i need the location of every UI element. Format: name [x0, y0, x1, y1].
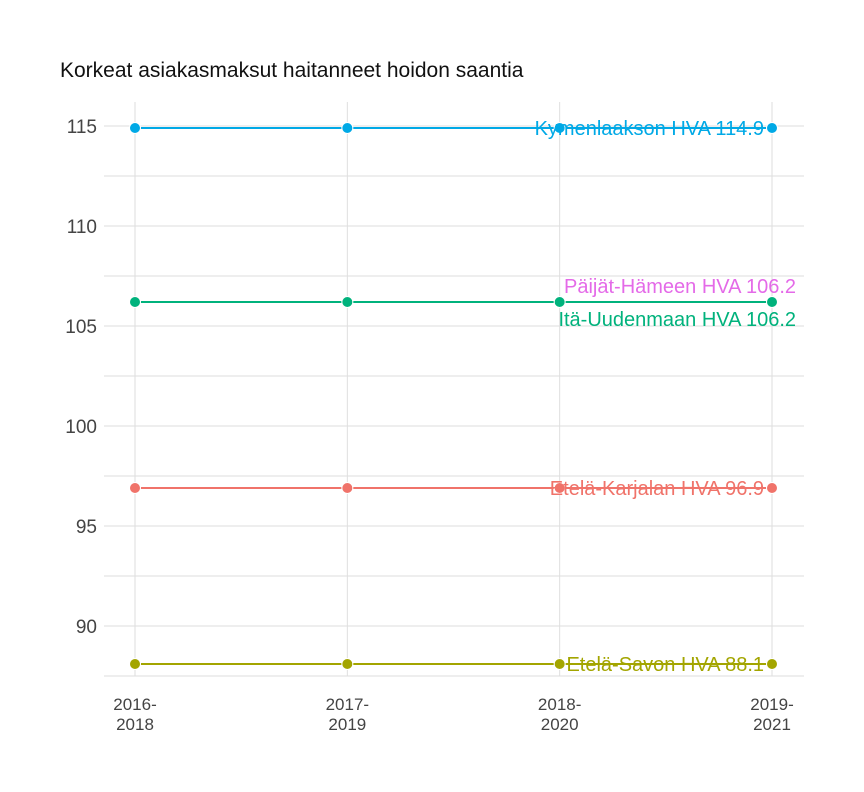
y-tick-label: 115 — [67, 117, 97, 138]
x-tick-label: 2016-2018 — [113, 695, 156, 734]
chart-title: Korkeat asiakasmaksut haitanneet hoidon … — [60, 59, 524, 82]
x-tick-label: 2017-2019 — [326, 695, 369, 734]
y-tick-label: 105 — [65, 317, 97, 338]
data-point — [341, 658, 354, 670]
data-point — [553, 122, 566, 134]
data-point — [341, 482, 354, 494]
y-axis-ticks: 90 95 100 105 110 115 — [65, 117, 97, 638]
data-point — [553, 658, 566, 670]
series-end-label: Päijät-Hämeen HVA 106.2 — [564, 276, 796, 298]
series-labels: Kymenlaakson HVA 114.9 Päijät-Hämeen HVA … — [535, 118, 796, 676]
data-point — [766, 296, 778, 308]
data-point — [129, 482, 141, 494]
y-tick-label: 95 — [76, 517, 97, 538]
data-point — [341, 122, 354, 134]
series-end-label: Etelä-Savon HVA 88.1 — [566, 654, 764, 676]
data-point — [129, 296, 141, 308]
y-tick-label: 110 — [67, 217, 97, 238]
series — [129, 122, 778, 670]
series-end-label: Kymenlaakson HVA 114.9 — [535, 118, 764, 140]
data-point — [553, 296, 566, 308]
y-tick-label: 90 — [76, 617, 97, 638]
x-tick-label: 2019-2021 — [750, 695, 793, 734]
data-point — [766, 482, 778, 494]
data-point — [766, 122, 778, 134]
series-end-label: Itä-Uudenmaan HVA 106.2 — [558, 309, 796, 331]
y-tick-label: 100 — [65, 417, 97, 438]
x-tick-label: 2018-2020 — [538, 695, 581, 734]
data-point — [129, 658, 141, 670]
data-point — [341, 296, 354, 308]
data-point — [129, 122, 141, 134]
data-point — [553, 482, 566, 494]
x-axis-ticks: 2016-2018 2017-2019 2018-2020 2019-2021 — [113, 695, 793, 734]
series-end-label: Etelä-Karjalan HVA 96.9 — [550, 478, 764, 500]
data-point — [766, 658, 778, 670]
grid — [104, 102, 804, 677]
